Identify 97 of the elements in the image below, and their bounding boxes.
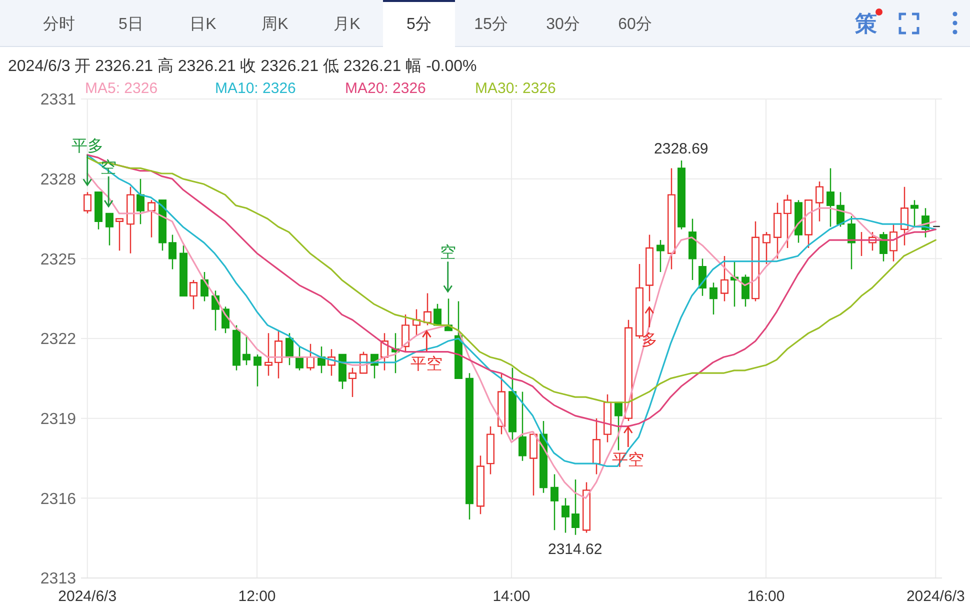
label: 日K <box>190 16 216 33</box>
x-tick-label: 14:00 <box>492 588 530 605</box>
y-tick-label: 2328 <box>40 171 76 188</box>
candlestick <box>688 218 696 281</box>
candlestick <box>190 279 198 310</box>
candlestick <box>338 354 346 390</box>
candlestick <box>434 303 442 326</box>
candlestick <box>816 180 824 222</box>
candlestick <box>604 394 612 443</box>
candlestick <box>254 354 262 387</box>
candlestick <box>402 314 410 352</box>
candlestick <box>562 498 570 534</box>
text: MA10: 2326 <box>215 80 296 97</box>
label: 月K <box>334 16 360 33</box>
x-tick-label: 2024/6/3 <box>58 588 117 605</box>
candlestick <box>116 218 124 252</box>
candlestick <box>106 212 114 246</box>
candlestick <box>540 420 548 494</box>
candlestick <box>624 319 632 422</box>
annotation: 平多 <box>71 137 104 156</box>
candlestick <box>412 308 420 336</box>
label: 30分 <box>546 16 580 33</box>
candlestick <box>762 231 770 265</box>
candlestick <box>592 418 600 475</box>
candlestick <box>910 200 918 228</box>
text: MA30: 2326 <box>475 80 556 97</box>
candlestick <box>84 192 92 214</box>
x-tick-label: 2024/6/3 <box>906 588 965 605</box>
candlestick <box>720 255 728 302</box>
candlestick <box>530 431 538 496</box>
candlestick <box>614 402 622 451</box>
candlestick <box>730 260 738 308</box>
candlestick <box>424 292 432 326</box>
candlestick <box>168 234 176 270</box>
candlestick <box>742 274 750 308</box>
label: 周K <box>262 16 288 33</box>
text: MA5: 2326 <box>85 80 158 97</box>
annotation: 平空 <box>410 355 443 374</box>
label: 15分 <box>474 16 508 33</box>
annotation: 空 <box>440 244 456 262</box>
label: 策 <box>855 11 877 36</box>
candlestick <box>148 200 156 238</box>
candlestick <box>498 372 506 435</box>
tab-selected: 5分 <box>383 0 455 47</box>
candlestick <box>890 223 898 262</box>
text: MA20: 2326 <box>345 80 426 97</box>
candlestick <box>158 200 166 252</box>
x-tick-label: 16:00 <box>747 588 785 605</box>
x-tick-label: 12:00 <box>238 588 276 605</box>
candlestick <box>232 324 240 372</box>
candlestick <box>582 482 590 534</box>
candlestick <box>848 215 856 270</box>
candlestick <box>784 194 792 249</box>
candlestick <box>486 426 494 475</box>
candlestick <box>678 160 686 230</box>
candlestick <box>476 454 484 515</box>
candlestick <box>306 343 314 372</box>
candlestick <box>518 391 526 462</box>
y-tick-label: 2325 <box>40 251 76 268</box>
label: 5日 <box>118 16 144 33</box>
candlestick <box>180 244 188 297</box>
candlestick <box>296 346 304 372</box>
candlestick <box>274 330 282 380</box>
candlestick <box>656 239 664 273</box>
candlestick <box>774 202 782 260</box>
candlestick <box>286 332 294 366</box>
y-tick-label: 2331 <box>40 92 76 109</box>
candlestick <box>466 372 474 520</box>
y-tick-label: 2319 <box>40 410 76 428</box>
candlestick <box>126 186 134 254</box>
candlestick <box>900 186 908 246</box>
candlestick <box>550 474 558 531</box>
annotation: 2328.69 <box>654 140 708 158</box>
candlestick <box>264 332 272 376</box>
candlestick <box>454 300 462 380</box>
label: 分时 <box>43 16 75 33</box>
y-tick-label: 2313 <box>40 570 76 588</box>
candlestick <box>752 220 760 302</box>
y-tick-label: 2316 <box>40 490 76 508</box>
text: 2024/6/3 开 2326.21 高 2326.21 收 2326.21 低 2326.21 幅 -0.00% <box>8 57 477 75</box>
annotation: 2314.62 <box>548 540 602 558</box>
candlestick <box>508 367 516 440</box>
candlestick <box>136 178 144 225</box>
candlestick <box>200 271 208 302</box>
candlestick <box>794 200 802 244</box>
candlestick <box>242 335 250 366</box>
y-tick-label: 2322 <box>40 331 76 348</box>
candlestick <box>94 192 102 230</box>
candlestick <box>710 282 718 316</box>
label: 60分 <box>618 16 652 33</box>
annotation: 多 <box>641 331 658 350</box>
candlestick <box>826 168 834 228</box>
candlestick <box>804 200 812 249</box>
candlestick <box>572 478 580 536</box>
candlestick <box>668 168 676 270</box>
candlestick <box>348 367 356 398</box>
candlestick <box>646 234 654 302</box>
